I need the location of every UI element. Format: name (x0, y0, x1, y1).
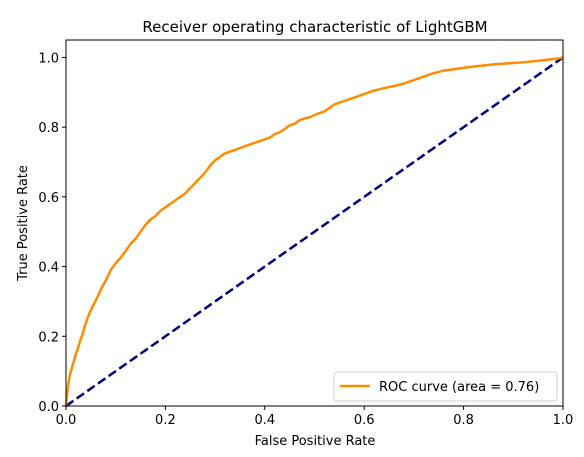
y-tick-label: 1.0 (38, 51, 59, 66)
legend-box (333, 371, 558, 402)
x-tick-label: 0.8 (453, 413, 474, 428)
x-axis-ticks: 0.0 0.2 0.4 0.6 0.8 1.0 (56, 406, 574, 428)
y-tick-label: 0.6 (38, 191, 59, 206)
chance-line (65, 56, 564, 408)
y-tick-label: 0.8 (38, 121, 59, 136)
x-tick-label: 0.4 (254, 413, 275, 428)
y-axis-ticks: 0.0 0.2 0.4 0.6 0.8 1.0 (38, 51, 66, 415)
plot-frame (65, 39, 564, 407)
y-tick-label: 0.4 (38, 261, 59, 276)
y-tick-label: 0.0 (38, 400, 59, 415)
x-tick-label: 0.2 (155, 413, 176, 428)
x-tick-label: 0.6 (354, 413, 375, 428)
legend-label-roc-curve: ROC curve (area = 0.76) (379, 380, 539, 395)
plot-lines (64, 56, 564, 408)
x-axis-label: False Positive Rate (255, 434, 376, 449)
legend: ROC curve (area = 0.76) (333, 371, 558, 402)
roc-curve-line (64, 56, 564, 407)
chart-title: Receiver operating characteristic of Lig… (142, 18, 487, 36)
x-tick-label: 0.0 (56, 413, 77, 428)
y-axis-label: True Positive Rate (16, 165, 31, 282)
x-tick-label: 1.0 (553, 413, 574, 428)
y-tick-label: 0.2 (38, 330, 59, 345)
